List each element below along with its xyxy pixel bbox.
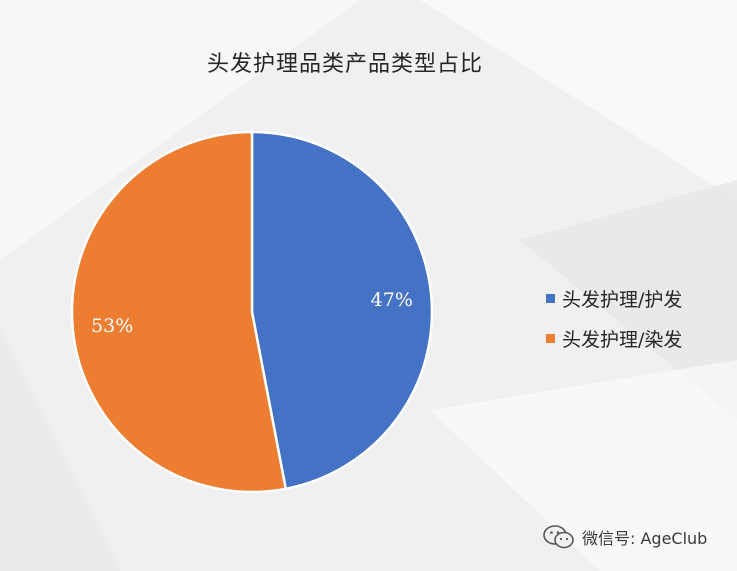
- legend-swatch-hair-dye: [546, 333, 555, 343]
- chart-title: 头发护理品类产品类型占比: [206, 52, 483, 77]
- legend: 头发护理/护发 头发护理/染发: [546, 278, 682, 358]
- legend-item-hair-dye: 头发护理/染发: [546, 318, 682, 358]
- pie-slice-0: [250, 130, 434, 491]
- wechat-icon: [543, 525, 574, 549]
- watermark: 微信号: AgeClub: [542, 524, 707, 550]
- pie-slice-1: [70, 130, 288, 494]
- pie-data-label-1: 53%: [91, 315, 133, 337]
- legend-label-hair-care: 头发护理/护发: [562, 288, 683, 311]
- pie-data-label-0: 47%: [371, 289, 413, 311]
- legend-item-hair-care: 头发护理/护发: [546, 278, 682, 318]
- legend-swatch-hair-care: [546, 293, 555, 303]
- legend-label-hair-dye: 头发护理/染发: [562, 328, 683, 351]
- watermark-text: 微信号: AgeClub: [582, 529, 708, 548]
